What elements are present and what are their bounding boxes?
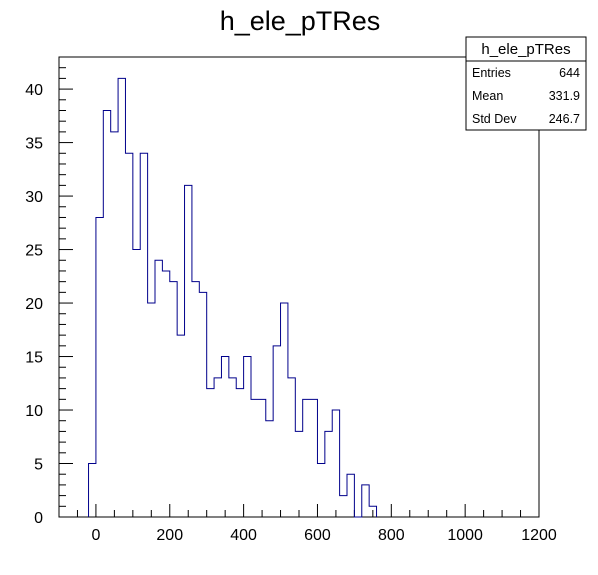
histogram-bin — [362, 485, 369, 517]
histogram-bin — [162, 271, 169, 517]
histogram-bin — [207, 389, 214, 517]
histogram-bin — [199, 292, 206, 517]
x-tick-label: 0 — [91, 527, 100, 544]
stats-entries-label: Entries — [472, 66, 511, 80]
histogram-bin — [229, 378, 236, 517]
histogram-bin — [214, 378, 221, 517]
x-tick-label: 200 — [156, 527, 183, 544]
x-tick-label: 600 — [304, 527, 331, 544]
histogram-bins — [89, 78, 377, 517]
stats-mean-value: 331.9 — [549, 89, 580, 103]
stats-entries-value: 644 — [559, 66, 580, 80]
histogram-bin — [340, 496, 347, 517]
histogram-bin — [140, 153, 147, 517]
stats-box: h_ele_pTRes Entries 644 Mean 331.9 Std D… — [465, 36, 587, 131]
y-tick-label: 10 — [25, 403, 43, 420]
histogram-bin — [118, 78, 125, 517]
histogram-bin — [192, 282, 199, 517]
y-tick-label: 5 — [34, 457, 43, 474]
chart-title: h_ele_pTRes — [220, 6, 381, 36]
x-axis-tick-labels: 0 200 400 600 800 1000 1200 — [91, 527, 556, 544]
histogram-bin — [155, 260, 162, 517]
histogram-bin — [125, 153, 132, 517]
histogram-bin — [148, 303, 155, 517]
histogram-bin — [288, 378, 295, 517]
histogram-bin — [111, 132, 118, 517]
histogram-bin — [103, 110, 110, 517]
histogram-bin — [281, 303, 288, 517]
x-tick-label: 1000 — [447, 527, 483, 544]
stats-box-frame — [465, 36, 587, 131]
histogram-bin — [89, 464, 96, 517]
histogram-bin — [170, 282, 177, 517]
histogram-outline — [88, 77, 378, 518]
y-tick-label: 35 — [25, 136, 43, 153]
axis-ticks — [58, 56, 540, 518]
y-tick-label: 30 — [25, 189, 43, 206]
histogram-bin — [310, 399, 317, 517]
histogram-bin — [244, 357, 251, 517]
y-tick-label: 0 — [34, 510, 43, 527]
histogram-bin — [251, 399, 258, 517]
histogram-bin — [177, 335, 184, 517]
histogram-bin — [258, 399, 265, 517]
x-tick-label: 400 — [230, 527, 257, 544]
stats-box-title: h_ele_pTRes — [481, 41, 570, 58]
y-tick-label: 20 — [25, 296, 43, 313]
histogram-bin — [317, 464, 324, 517]
histogram-bin — [347, 474, 354, 517]
histogram-bin — [96, 217, 103, 517]
stats-stddev-label: Std Dev — [472, 112, 517, 126]
histogram-bin — [303, 399, 310, 517]
histogram-bin — [332, 410, 339, 517]
histogram-bin — [185, 185, 192, 517]
histogram-bin — [221, 357, 228, 517]
x-tick-label: 800 — [378, 527, 405, 544]
stats-stddev-value: 246.7 — [549, 112, 580, 126]
y-tick-label: 25 — [25, 243, 43, 260]
stats-mean-label: Mean — [472, 89, 503, 103]
y-tick-label: 40 — [25, 82, 43, 99]
x-tick-label: 1200 — [521, 527, 557, 544]
histogram-bin — [295, 431, 302, 517]
histogram-bin — [133, 250, 140, 517]
histogram-bin — [266, 421, 273, 517]
histogram-bin — [325, 431, 332, 517]
histogram-bin — [273, 346, 280, 517]
y-tick-label: 15 — [25, 350, 43, 367]
histogram-bin — [236, 389, 243, 517]
y-axis-tick-labels: 0 5 10 15 20 25 30 35 40 — [25, 82, 43, 527]
